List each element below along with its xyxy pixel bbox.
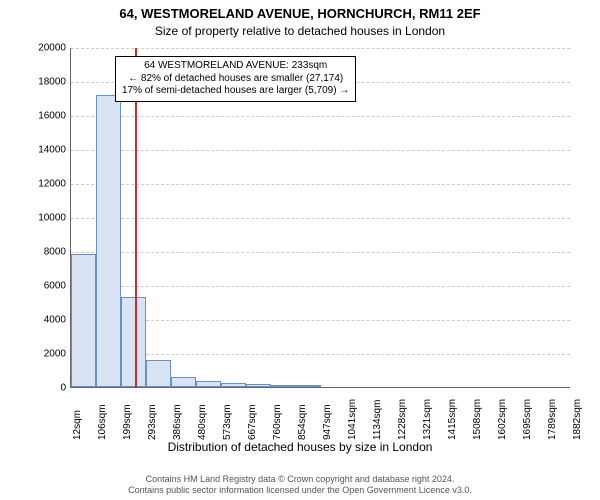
x-tick-label: 1695sqm bbox=[522, 380, 533, 440]
y-tick-label: 6000 bbox=[16, 281, 66, 292]
gridline bbox=[71, 184, 570, 185]
annotation-line-2: ← 82% of detached houses are smaller (27… bbox=[122, 73, 349, 86]
x-tick-label: 667sqm bbox=[247, 380, 258, 440]
annotation-line-3: 17% of semi-detached houses are larger (… bbox=[122, 85, 349, 98]
x-tick-label: 573sqm bbox=[222, 380, 233, 440]
y-tick-label: 18000 bbox=[16, 77, 66, 88]
gridline bbox=[71, 286, 570, 287]
annotation-line-1: 64 WESTMORELAND AVENUE: 233sqm bbox=[122, 60, 349, 73]
x-tick-label: 1415sqm bbox=[447, 380, 458, 440]
gridline bbox=[71, 218, 570, 219]
y-tick-label: 20000 bbox=[16, 43, 66, 54]
x-tick-label: 1321sqm bbox=[422, 380, 433, 440]
y-tick-label: 16000 bbox=[16, 111, 66, 122]
x-tick-label: 854sqm bbox=[297, 380, 308, 440]
x-tick-label: 1134sqm bbox=[372, 380, 383, 440]
footer-attribution: Contains HM Land Registry data © Crown c… bbox=[0, 474, 600, 496]
x-tick-label: 947sqm bbox=[322, 380, 333, 440]
x-tick-label: 386sqm bbox=[172, 380, 183, 440]
x-tick-label: 199sqm bbox=[122, 380, 133, 440]
x-tick-label: 293sqm bbox=[147, 380, 158, 440]
x-tick-label: 1228sqm bbox=[397, 380, 408, 440]
x-axis-label: Distribution of detached houses by size … bbox=[0, 440, 600, 454]
chart-title-sub: Size of property relative to detached ho… bbox=[0, 24, 600, 38]
x-tick-label: 1789sqm bbox=[547, 380, 558, 440]
x-tick-label: 1041sqm bbox=[347, 380, 358, 440]
histogram-bar bbox=[71, 254, 96, 387]
y-tick-label: 8000 bbox=[16, 247, 66, 258]
x-tick-label: 12sqm bbox=[72, 380, 83, 440]
y-tick-label: 10000 bbox=[16, 213, 66, 224]
y-tick-label: 2000 bbox=[16, 349, 66, 360]
histogram-bar bbox=[96, 95, 121, 387]
y-tick-label: 14000 bbox=[16, 145, 66, 156]
histogram-bar bbox=[121, 297, 146, 387]
y-tick-label: 0 bbox=[16, 383, 66, 394]
annotation-box: 64 WESTMORELAND AVENUE: 233sqm ← 82% of … bbox=[115, 56, 356, 102]
x-tick-label: 760sqm bbox=[272, 380, 283, 440]
footer-line-2: Contains public sector information licen… bbox=[0, 485, 600, 496]
x-tick-label: 106sqm bbox=[97, 380, 108, 440]
gridline bbox=[71, 48, 570, 49]
x-tick-label: 480sqm bbox=[197, 380, 208, 440]
footer-line-1: Contains HM Land Registry data © Crown c… bbox=[0, 474, 600, 485]
y-tick-label: 12000 bbox=[16, 179, 66, 190]
gridline bbox=[71, 150, 570, 151]
x-tick-label: 1602sqm bbox=[497, 380, 508, 440]
x-tick-label: 1882sqm bbox=[572, 380, 583, 440]
chart-title-main: 64, WESTMORELAND AVENUE, HORNCHURCH, RM1… bbox=[0, 6, 600, 21]
gridline bbox=[71, 252, 570, 253]
x-tick-label: 1508sqm bbox=[472, 380, 483, 440]
gridline bbox=[71, 116, 570, 117]
y-tick-label: 4000 bbox=[16, 315, 66, 326]
page-root: 64, WESTMORELAND AVENUE, HORNCHURCH, RM1… bbox=[0, 0, 600, 500]
